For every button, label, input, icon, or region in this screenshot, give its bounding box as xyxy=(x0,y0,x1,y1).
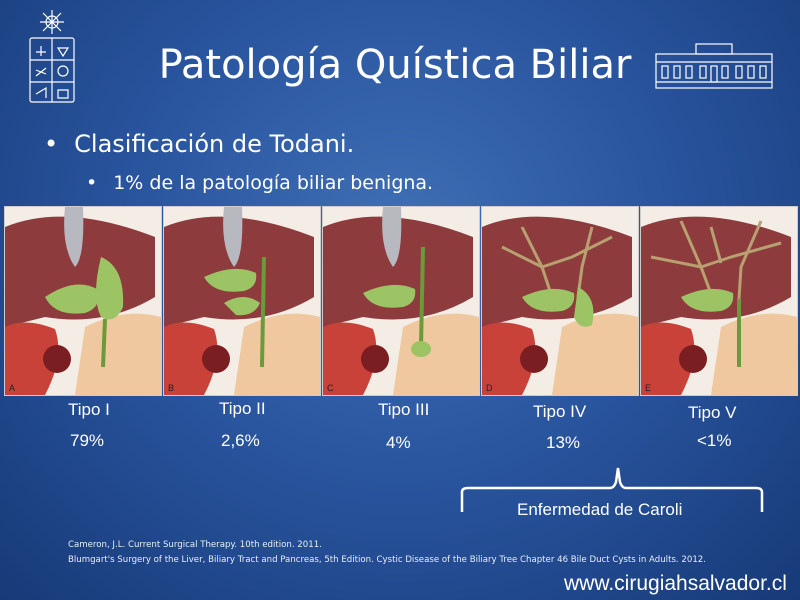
percent-value: <1% xyxy=(697,431,732,450)
panel-c: C xyxy=(322,206,480,396)
illustration-type-4 xyxy=(482,216,638,395)
illustration-type-2 xyxy=(164,207,320,395)
university-crest-logo xyxy=(29,10,75,103)
percent-value: 2,6% xyxy=(221,431,260,450)
caroli-brace xyxy=(460,467,764,512)
panel-e: E xyxy=(640,206,798,396)
tipo-label: Tipo V xyxy=(688,403,737,422)
panel-letter: C xyxy=(327,383,334,393)
caroli-label: Enfermedad de Caroli xyxy=(517,500,683,519)
illustration-type-3 xyxy=(323,207,479,395)
panel-letter: B xyxy=(168,383,175,393)
todani-illustrations: A B C xyxy=(2,206,798,396)
slide-title: Patología Quística Biliar xyxy=(158,42,632,88)
reference-line: Blumgart's Surgery of the Liver, Biliary… xyxy=(68,555,706,565)
panel-b: B xyxy=(163,206,321,396)
illustration-type-1 xyxy=(5,207,161,395)
bullet-dot: • xyxy=(44,130,59,158)
percent-value: 4% xyxy=(386,433,411,452)
panel-d: D xyxy=(481,206,639,396)
percent-value: 13% xyxy=(546,433,581,452)
tipo-label: Tipo III xyxy=(378,400,430,419)
tipo-label: Tipo II xyxy=(219,399,266,418)
tipo-label: Tipo I xyxy=(68,400,110,419)
panel-letter: A xyxy=(9,383,16,393)
bullet-level-2: • 1% de la patología biliar benigna. xyxy=(86,172,433,194)
building-logo xyxy=(655,43,773,89)
panel-letter: D xyxy=(486,383,493,393)
bullet-text: 1% de la patología biliar benigna. xyxy=(113,172,434,194)
tipo-label: Tipo IV xyxy=(533,402,587,421)
bullet-text: Clasificación de Todani. xyxy=(74,130,355,158)
website-url: www.cirugiahsalvador.cl xyxy=(564,572,787,595)
reference-line: Cameron, J.L. Current Surgical Therapy. … xyxy=(68,540,322,550)
panel-a: A xyxy=(4,206,162,396)
bullet-dot: • xyxy=(86,172,98,194)
panel-letter: E xyxy=(645,383,652,393)
bullet-level-1: • Clasificación de Todani. xyxy=(44,130,354,158)
percent-value: 79% xyxy=(70,431,105,450)
illustration-type-5 xyxy=(641,216,797,395)
